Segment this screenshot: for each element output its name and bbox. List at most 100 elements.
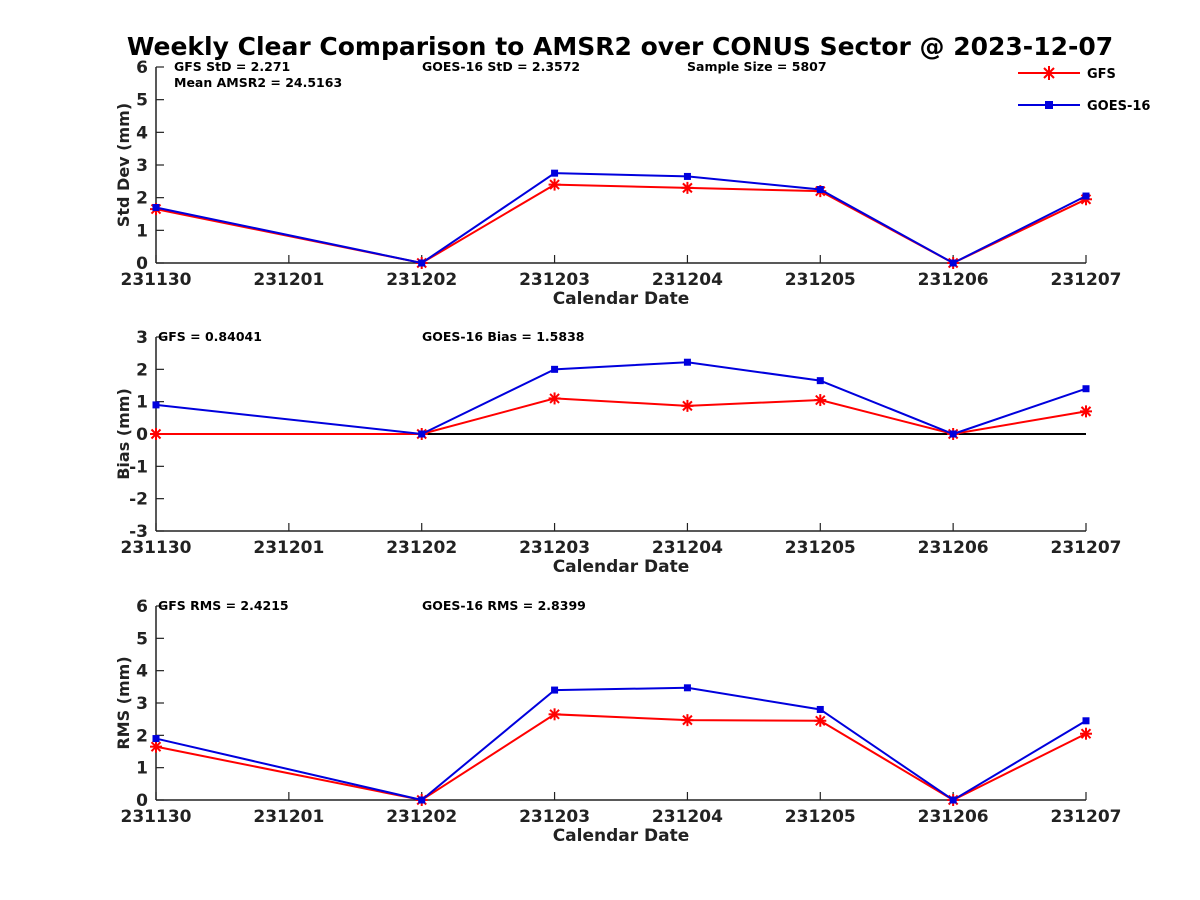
x-tick-label: 231204 xyxy=(652,270,723,290)
x-tick-label: 231205 xyxy=(785,807,856,827)
data-point-goes16 xyxy=(816,377,824,385)
series-line-goes16 xyxy=(155,361,1087,436)
y-tick-label: 4 xyxy=(136,123,148,143)
series-line-gfs xyxy=(156,397,1087,436)
data-point-gfs xyxy=(1080,405,1092,418)
data-point-goes16 xyxy=(152,735,160,743)
data-point-gfs xyxy=(150,740,162,753)
chart-title: Weekly Clear Comparison to AMSR2 over CO… xyxy=(127,32,1113,61)
y-axis-label: Std Dev (mm) xyxy=(114,103,133,227)
stat-annotation: Mean AMSR2 = 24.5163 xyxy=(174,75,342,90)
y-tick-label: 2 xyxy=(136,360,148,380)
stat-annotation: Sample Size = 5807 xyxy=(687,59,827,74)
data-point-gfs xyxy=(548,178,561,191)
y-axis-label: Bias (mm) xyxy=(114,388,133,480)
data-point-goes16 xyxy=(949,259,957,267)
data-point-goes16 xyxy=(1082,717,1090,725)
legend-label-gfs: GFS xyxy=(1087,67,1116,82)
y-tick-label: 2 xyxy=(136,189,148,209)
x-tick-label: 231204 xyxy=(652,807,723,827)
stat-annotation: GFS RMS = 2.4215 xyxy=(158,598,289,613)
y-tick-label: 1 xyxy=(136,393,148,413)
y-tick-label: 2 xyxy=(136,726,148,746)
legend: GFS GOES-16 xyxy=(1018,66,1150,114)
data-point-goes16 xyxy=(152,203,160,211)
data-point-goes16 xyxy=(1082,192,1090,200)
x-tick-label: 231202 xyxy=(386,807,457,827)
data-point-goes16 xyxy=(551,365,559,373)
x-axis-label: Calendar Date xyxy=(553,826,690,846)
x-tick-label: 231206 xyxy=(918,538,989,558)
y-tick-label: 5 xyxy=(136,91,148,111)
x-tick-label: 231130 xyxy=(121,538,192,558)
x-tick-label: 231207 xyxy=(1051,270,1122,290)
data-point-gfs xyxy=(681,181,694,194)
data-point-gfs xyxy=(681,399,694,412)
y-tick-label: 5 xyxy=(136,629,148,649)
y-tick-label: 6 xyxy=(136,597,148,617)
y-tick-label: -1 xyxy=(129,457,148,477)
x-axis-label: Calendar Date xyxy=(553,289,690,309)
x-tick-label: 231207 xyxy=(1051,538,1122,558)
x-axis-label: Calendar Date xyxy=(553,557,690,577)
stat-annotation: GOES-16 RMS = 2.8399 xyxy=(422,598,586,613)
y-tick-label: -3 xyxy=(129,522,148,542)
data-point-goes16 xyxy=(1082,385,1090,393)
panel-2: -3 -2 -1 0 1 2 3 231130 231201 231202 231203 231204… xyxy=(114,328,1121,577)
data-point-gfs xyxy=(814,714,827,727)
data-point-goes16 xyxy=(683,684,691,692)
legend-marker-goes16 xyxy=(1045,101,1053,109)
x-tick-label: 231206 xyxy=(918,270,989,290)
data-point-gfs xyxy=(1080,727,1092,740)
stat-annotation: GOES-16 StD = 2.3572 xyxy=(422,59,580,74)
stat-annotation: GFS = 0.84041 xyxy=(158,329,262,344)
x-tick-label: 231207 xyxy=(1051,807,1122,827)
stat-annotation: GFS StD = 2.271 xyxy=(174,59,290,74)
data-point-goes16 xyxy=(816,186,824,193)
stat-annotation: GOES-16 Bias = 1.5838 xyxy=(422,329,584,344)
y-tick-label: 1 xyxy=(136,759,148,779)
data-point-goes16 xyxy=(551,169,559,177)
data-point-goes16 xyxy=(683,358,691,366)
data-point-gfs xyxy=(681,714,694,727)
data-point-goes16 xyxy=(152,401,160,409)
y-tick-label: 0 xyxy=(136,425,148,445)
y-tick-label: 3 xyxy=(136,694,148,714)
legend-label-goes16: GOES-16 xyxy=(1087,99,1150,114)
x-tick-label: 231206 xyxy=(918,807,989,827)
data-point-goes16 xyxy=(816,705,824,713)
data-point-goes16 xyxy=(949,430,957,438)
y-tick-label: -2 xyxy=(129,490,148,510)
x-tick-label: 231203 xyxy=(519,270,590,290)
x-tick-label: 231201 xyxy=(253,807,324,827)
x-tick-label: 231130 xyxy=(121,807,192,827)
x-tick-label: 231130 xyxy=(121,270,192,290)
series-line-gfs xyxy=(155,183,1087,265)
y-tick-label: 6 xyxy=(136,58,148,78)
y-tick-label: 1 xyxy=(136,221,148,241)
x-tick-label: 231202 xyxy=(386,538,457,558)
series-line-goes16 xyxy=(155,686,1087,802)
data-point-gfs xyxy=(814,394,827,407)
x-tick-label: 231201 xyxy=(253,270,324,290)
y-tick-label: 4 xyxy=(136,662,148,682)
y-tick-label: 3 xyxy=(136,156,148,176)
data-point-goes16 xyxy=(551,686,559,694)
data-point-gfs xyxy=(150,428,162,440)
panel-1: 0 1 2 3 4 5 6 231130 231201 231202 231203 231204 231… xyxy=(114,58,1121,309)
legend-marker-gfs xyxy=(1042,66,1056,80)
x-tick-label: 231201 xyxy=(253,538,324,558)
data-point-goes16 xyxy=(683,172,691,180)
y-tick-label: 0 xyxy=(136,254,148,274)
y-tick-label: 0 xyxy=(136,791,148,811)
series-line-gfs xyxy=(155,713,1087,802)
y-axis-label: RMS (mm) xyxy=(114,656,133,749)
data-point-goes16 xyxy=(418,430,426,438)
data-point-gfs xyxy=(548,392,561,405)
x-tick-label: 231205 xyxy=(785,270,856,290)
x-tick-label: 231205 xyxy=(785,538,856,558)
data-point-goes16 xyxy=(949,796,957,804)
data-point-goes16 xyxy=(418,259,426,267)
x-tick-label: 231204 xyxy=(652,538,723,558)
y-tick-label: 3 xyxy=(136,328,148,348)
